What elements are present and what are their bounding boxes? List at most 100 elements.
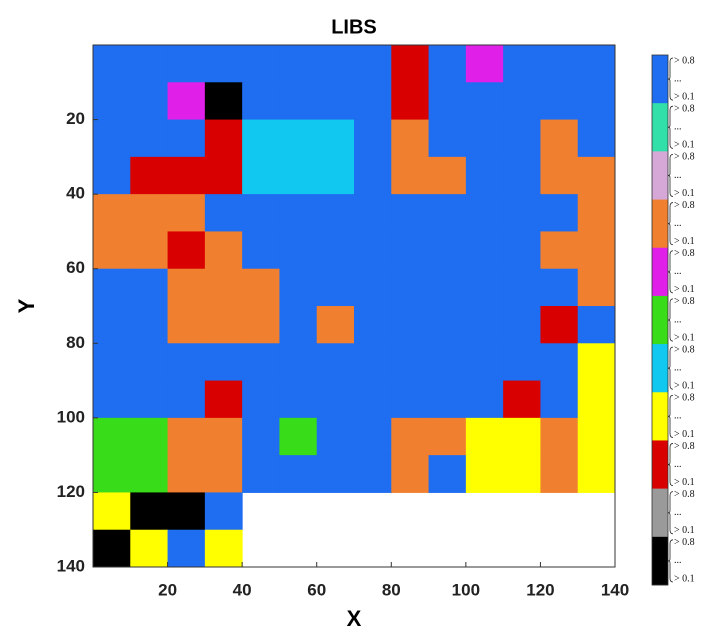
heatmap-cell: [279, 306, 318, 344]
heatmap-cell: [354, 306, 392, 344]
heatmap-cell: [465, 268, 504, 307]
heatmap-cell: [93, 417, 131, 456]
heatmap-cell: [316, 455, 355, 493]
colorbar-swatch: [652, 440, 668, 489]
heatmap-cell: [465, 194, 504, 232]
heatmap-cell: [540, 455, 579, 493]
heatmap-cell: [465, 156, 504, 195]
heatmap-cell: [279, 268, 318, 307]
colorbar-label: > 0.1: [674, 284, 695, 295]
heatmap-cell: [242, 231, 280, 270]
heatmap-cell: [354, 268, 392, 307]
heatmap-cell: [540, 156, 579, 195]
colorbar-swatch: [652, 295, 668, 345]
colorbar-label: > 0.1: [674, 188, 695, 199]
heatmap-cell: [465, 82, 504, 121]
heatmap-cell: [316, 194, 355, 232]
y-tick-label: 120: [57, 482, 85, 501]
heatmap-cell: [316, 268, 355, 307]
y-tick-label: 140: [57, 556, 85, 575]
heatmap-cell: [465, 455, 504, 493]
heatmap-cell: [279, 417, 318, 456]
colorbar-label: > 0.1: [674, 525, 695, 536]
heatmap-cell: [428, 380, 467, 419]
heatmap-cell: [354, 455, 392, 493]
heatmap-cell: [130, 45, 169, 83]
colorbar-swatch: [652, 536, 668, 586]
heatmap-cell: [242, 156, 280, 195]
heatmap-cell: [130, 492, 169, 531]
colorbar-label: > 0.8: [674, 152, 695, 163]
heatmap-cell: [354, 45, 392, 83]
heatmap-cell: [130, 82, 169, 121]
heatmap-cell: [391, 119, 430, 158]
heatmap-cell: [540, 343, 579, 382]
colorbar-brace: [667, 250, 674, 294]
heatmap-cell: [242, 306, 280, 344]
heatmap-cell: [204, 455, 243, 493]
heatmap-cell: [391, 306, 430, 344]
heatmap-cell: [93, 455, 131, 493]
heatmap-cell: [391, 455, 430, 493]
chart-title: LIBS: [331, 16, 377, 38]
colorbar-swatch: [652, 392, 668, 441]
heatmap-cell: [167, 119, 206, 158]
heatmap-cell: [503, 455, 541, 493]
heatmap-cell: [204, 306, 243, 344]
heatmap-cell: [503, 306, 541, 344]
colorbar-label: > 0.8: [674, 393, 695, 404]
heatmap-cell: [167, 156, 206, 195]
colorbar-label: > 0.8: [674, 344, 695, 355]
heatmap-cell: [130, 231, 169, 270]
heatmap-cell: [503, 343, 541, 382]
heatmap-cell: [577, 119, 616, 158]
heatmap-cell: [93, 492, 131, 531]
heatmap-cell: [391, 380, 430, 419]
colorbar-label: ...: [674, 170, 682, 181]
heatmap-cell: [354, 417, 392, 456]
heatmap-cell: [577, 343, 616, 382]
heatmap-cell: [577, 268, 616, 307]
heatmap-cell: [503, 82, 541, 121]
heatmap-cell: [242, 455, 280, 493]
heatmap-cell: [428, 156, 467, 195]
heatmap-cell: [242, 119, 280, 158]
heatmap-cell: [204, 194, 243, 232]
heatmap-cell: [130, 529, 169, 568]
colorbar-swatch: [652, 344, 668, 393]
heatmap-cell: [279, 45, 318, 83]
heatmap-cell: [93, 306, 131, 344]
heatmap-cell: [167, 417, 206, 456]
heatmap-cell: [540, 45, 579, 83]
heatmap-cell: [279, 82, 318, 121]
y-tick-label: 20: [66, 109, 85, 128]
colorbar-brace: [667, 491, 674, 535]
heatmap-cell: [130, 268, 169, 307]
heatmap-cell: [242, 82, 280, 121]
colorbar-label: > 0.1: [674, 236, 695, 247]
heatmap-cell: [577, 82, 616, 121]
heatmap-cell: [577, 417, 616, 456]
heatmap-cell: [242, 194, 280, 232]
heatmap-cell: [465, 119, 504, 158]
x-tick-label: 20: [158, 580, 177, 599]
heatmap-cell: [503, 119, 541, 158]
colorbar-brace: [667, 443, 674, 487]
colorbar-label: ...: [674, 266, 682, 277]
heatmap-cell: [316, 306, 355, 344]
heatmap-cell: [204, 231, 243, 270]
heatmap-cell: [391, 268, 430, 307]
heatmap-cell: [465, 45, 504, 83]
colorbar-label: ...: [674, 218, 682, 229]
heatmap-cell: [93, 343, 131, 382]
colorbar-label: > 0.1: [674, 332, 695, 343]
y-axis-label: Y: [14, 298, 39, 313]
x-tick-label: 140: [601, 580, 629, 599]
heatmap-cell: [279, 231, 318, 270]
colorbar-label: ...: [674, 507, 682, 518]
heatmap-cell: [540, 231, 579, 270]
heatmap-cell: [465, 380, 504, 419]
y-tick-label: 80: [66, 333, 85, 352]
heatmap-cell: [130, 455, 169, 493]
colorbar-label: ...: [674, 459, 682, 470]
